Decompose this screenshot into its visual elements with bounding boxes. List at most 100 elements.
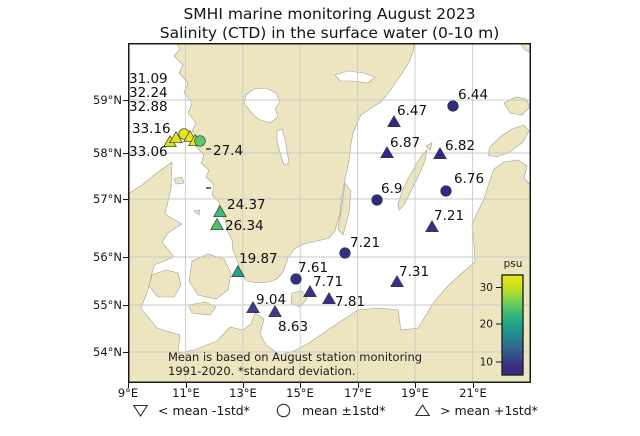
y-tick-label: 59°N [93, 93, 122, 107]
station-marker [433, 146, 447, 160]
finland-corner [519, 43, 531, 54]
island-fyn [148, 269, 182, 298]
colorbar-tick-label: 30 [480, 282, 493, 294]
station-value-label: 7.21 [434, 208, 464, 224]
station-marker [246, 300, 260, 314]
axis-tick [123, 100, 128, 102]
station-value-label: 7.61 [298, 260, 328, 276]
colorbar-tick-label: 10 [480, 357, 493, 369]
lake-vattern [276, 128, 290, 166]
lake-vanern [243, 87, 281, 124]
island-gotland [397, 149, 428, 211]
station-value-label: 7.71 [313, 274, 343, 290]
title-line-2: Salinity (CTD) in the surface water (0-1… [159, 24, 500, 42]
station-marker [169, 130, 183, 144]
triangle-down-icon [132, 404, 149, 418]
island-anholt [193, 209, 201, 216]
x-tick-label: 17°E [344, 386, 372, 400]
x-tick-label: 15°E [286, 386, 314, 400]
station-marker [210, 217, 224, 231]
y-tick-label: 54°N [93, 345, 122, 359]
station-marker [194, 135, 206, 147]
island-laeso [173, 176, 185, 185]
x-tick-label: 19°E [401, 386, 429, 400]
x-tick-label: 9°E [117, 386, 139, 400]
station-marker [339, 247, 351, 259]
station-value-label: 31.09 [129, 71, 168, 87]
axis-tick [123, 199, 128, 201]
station-marker [213, 204, 227, 218]
x-tick-label: 11°E [172, 386, 200, 400]
station-marker [231, 264, 245, 278]
island-zealand [188, 253, 232, 300]
axis-tick [243, 383, 245, 388]
axis-tick [186, 383, 188, 388]
axis-tick [128, 383, 130, 388]
note-line-2: 1991-2020. *standard deviation. [168, 364, 356, 378]
station-value-label: 33.06 [129, 144, 168, 160]
station-markers [163, 100, 459, 318]
axis-tick [473, 383, 475, 388]
station-value-label: 6.9 [381, 181, 402, 197]
station-marker [390, 274, 404, 288]
legend-label-above-mean: > mean +1std* [440, 403, 538, 418]
y-tick-label: 58°N [93, 146, 122, 160]
plot-frame [128, 43, 531, 383]
axis-tick [123, 305, 128, 307]
island-lolland [187, 301, 217, 316]
station-marker [322, 291, 336, 305]
station-value-label: 19.87 [239, 251, 278, 267]
circle-icon [276, 403, 291, 418]
legend-label-below-mean: < mean -1std* [158, 403, 250, 418]
station-marker [371, 194, 383, 206]
map-plot: 31.09 32.24 32.88 33.16 33.06 27.4 24.37 26.34 1… [128, 43, 531, 383]
island-oland [337, 182, 352, 236]
note-line-1: Mean is based on August station monitori… [168, 350, 422, 364]
y-tick-label: 55°N [93, 298, 122, 312]
station-value-label: 6.47 [397, 103, 427, 119]
station-marker [447, 100, 459, 112]
figure-title: SMHI marine monitoring August 2023 Salin… [128, 5, 531, 43]
station-value-label: 27.4 [213, 143, 243, 159]
station-value-label: 6.82 [445, 138, 475, 154]
axis-tick [123, 257, 128, 259]
station-value-label: 32.88 [129, 99, 168, 115]
axis-tick [123, 352, 128, 354]
station-value-label: 6.44 [458, 87, 488, 103]
axis-tick [415, 383, 417, 388]
station-marker [290, 273, 302, 285]
colorbar-tick-label: 20 [480, 319, 493, 331]
station-value-label: 7.31 [399, 264, 429, 280]
x-tick-label: 13°E [229, 386, 257, 400]
station-marker [440, 185, 452, 197]
island-saaremaa [487, 124, 530, 158]
legend-label-within-mean: mean ±1std* [302, 403, 386, 418]
station-marker [387, 114, 401, 128]
station-value-label: 26.34 [225, 218, 264, 234]
station-value-label: 33.16 [132, 121, 171, 137]
station-value-label: 7.21 [350, 235, 380, 251]
axis-tick [123, 153, 128, 155]
graticule-grid [128, 43, 531, 383]
island-faro [425, 142, 433, 151]
colorbar-gradient [501, 274, 524, 376]
station-value-label: 8.63 [278, 319, 308, 335]
station-value-label: 32.24 [129, 85, 168, 101]
x-tick-label: 21°E [459, 386, 487, 400]
station-value-label: 24.37 [227, 197, 266, 213]
lake-malaren [334, 70, 376, 84]
colorbar: psu 30 20 10 [480, 258, 524, 376]
land-masses [128, 43, 531, 383]
y-tick-label: 56°N [93, 250, 122, 264]
station-value-label: 6.76 [454, 171, 484, 187]
map-legend: < mean -1std* mean ±1std* > mean +1std* [0, 400, 640, 424]
axis-tick [358, 383, 360, 388]
colorbar-title: psu [504, 258, 523, 270]
axis-tick [300, 383, 302, 388]
station-value-label: 7.81 [335, 294, 365, 310]
station-marker [303, 284, 317, 298]
station-marker [425, 219, 439, 233]
title-line-1: SMHI marine monitoring August 2023 [183, 5, 476, 23]
